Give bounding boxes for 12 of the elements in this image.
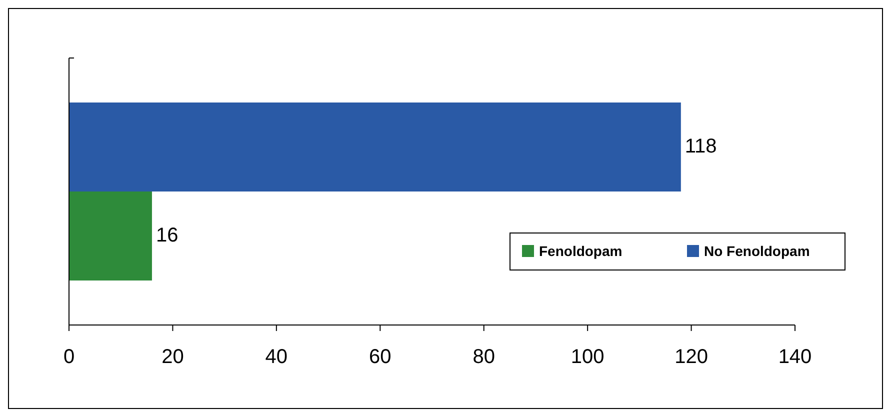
x-tick-label: 100 <box>570 346 604 368</box>
x-tick-label: 120 <box>674 346 708 368</box>
legend-label: Fenoldopam <box>539 243 622 259</box>
x-tick-label: 60 <box>369 346 392 368</box>
x-tick-label: 0 <box>63 346 75 368</box>
x-tick-label: 80 <box>472 346 495 368</box>
x-tick-label: 140 <box>778 346 812 368</box>
x-tick-label: 40 <box>265 346 288 368</box>
data-label: 16 <box>156 224 178 246</box>
legend-label: No Fenoldopam <box>704 243 810 259</box>
x-tick-label: 20 <box>162 346 184 368</box>
data-label: 118 <box>684 135 717 158</box>
